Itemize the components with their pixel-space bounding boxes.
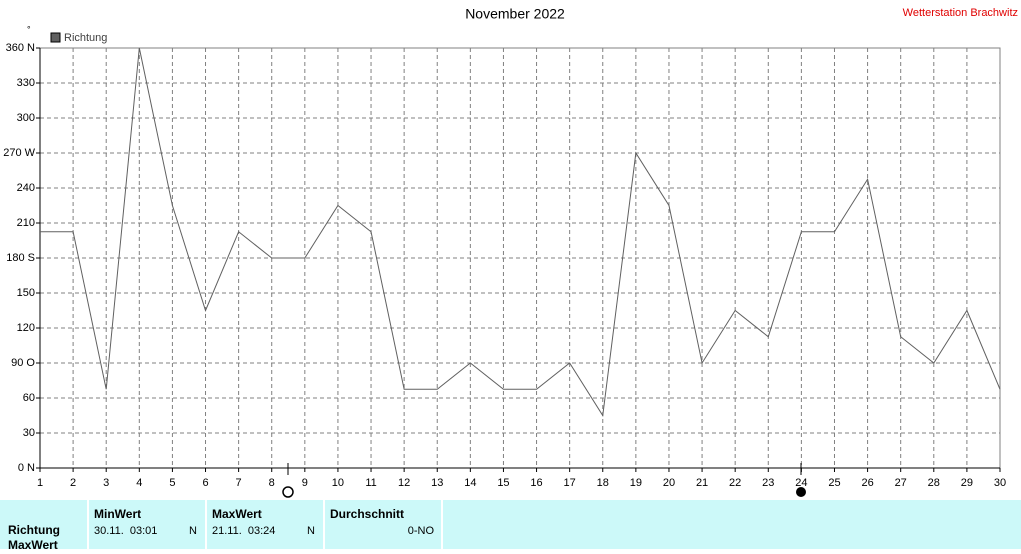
column-header: MaxWert [212,507,262,521]
station-name: Wetterstation Brachwitz [903,7,1018,19]
x-tick-label: 26 [861,477,873,489]
x-tick-label: 24 [795,477,807,489]
x-tick-label: 1 [37,477,43,489]
x-tick-label: 5 [169,477,175,489]
x-tick-label: 23 [762,477,774,489]
y-tick-label: 300 [17,112,35,124]
y-tick-label: 120 [17,322,35,334]
y-tick-label: 180 S [6,252,35,264]
y-tick-label: 330 [17,77,35,89]
cell-value: N [189,525,197,537]
x-tick-label: 7 [236,477,242,489]
chart-title: November 2022 [465,6,565,22]
x-tick-label: 15 [497,477,509,489]
legend-label: Richtung [64,32,107,44]
x-tick-label: 8 [269,477,275,489]
x-tick-label: 30 [994,477,1006,489]
data-line [40,47,1001,417]
x-tick-label: 4 [136,477,142,489]
table-background [0,500,1021,549]
y-tick-label: 270 W [3,147,35,159]
y-unit: ° [27,24,31,34]
y-tick-label: 0 N [18,462,35,474]
row-label: Richtung [8,523,60,537]
x-tick-label: 10 [332,477,344,489]
y-tick-label: 60 [23,392,35,404]
y-tick-label: 240 [17,182,35,194]
x-tick-label: 3 [103,477,109,489]
cell-value: 0-NO [408,525,435,537]
x-tick-label: 25 [828,477,840,489]
x-tick-label: 20 [663,477,675,489]
column-header: MinWert [94,507,141,521]
x-tick-label: 29 [961,477,973,489]
x-tick-label: 21 [696,477,708,489]
x-tick-label: 13 [431,477,443,489]
full-moon-icon [282,486,294,498]
new-moon-icon [796,487,806,497]
y-tick-label: 150 [17,287,35,299]
y-tick-label: 30 [23,427,35,439]
x-tick-label: 22 [729,477,741,489]
x-tick-label: 27 [895,477,907,489]
row-label: MaxWert [8,538,58,549]
cell-value: N [307,525,315,537]
x-tick-label: 17 [564,477,576,489]
x-tick-label: 16 [530,477,542,489]
cell-value: 30.11. 03:01 [94,525,157,537]
legend-swatch [50,32,61,43]
x-tick-label: 2 [70,477,76,489]
y-tick-label: 90 O [11,357,35,369]
x-tick-label: 11 [365,477,376,489]
x-tick-label: 18 [597,477,609,489]
y-tick-label: 210 [17,217,35,229]
column-header: Durchschnitt [330,507,404,521]
x-tick-label: 28 [928,477,940,489]
x-tick-label: 9 [302,477,308,489]
x-tick-label: 12 [398,477,410,489]
x-tick-label: 6 [202,477,208,489]
cell-value: 21.11. 03:24 [212,525,275,537]
y-tick-label: 360 N [6,42,35,54]
x-tick-label: 19 [630,477,642,489]
x-tick-label: 14 [464,477,476,489]
